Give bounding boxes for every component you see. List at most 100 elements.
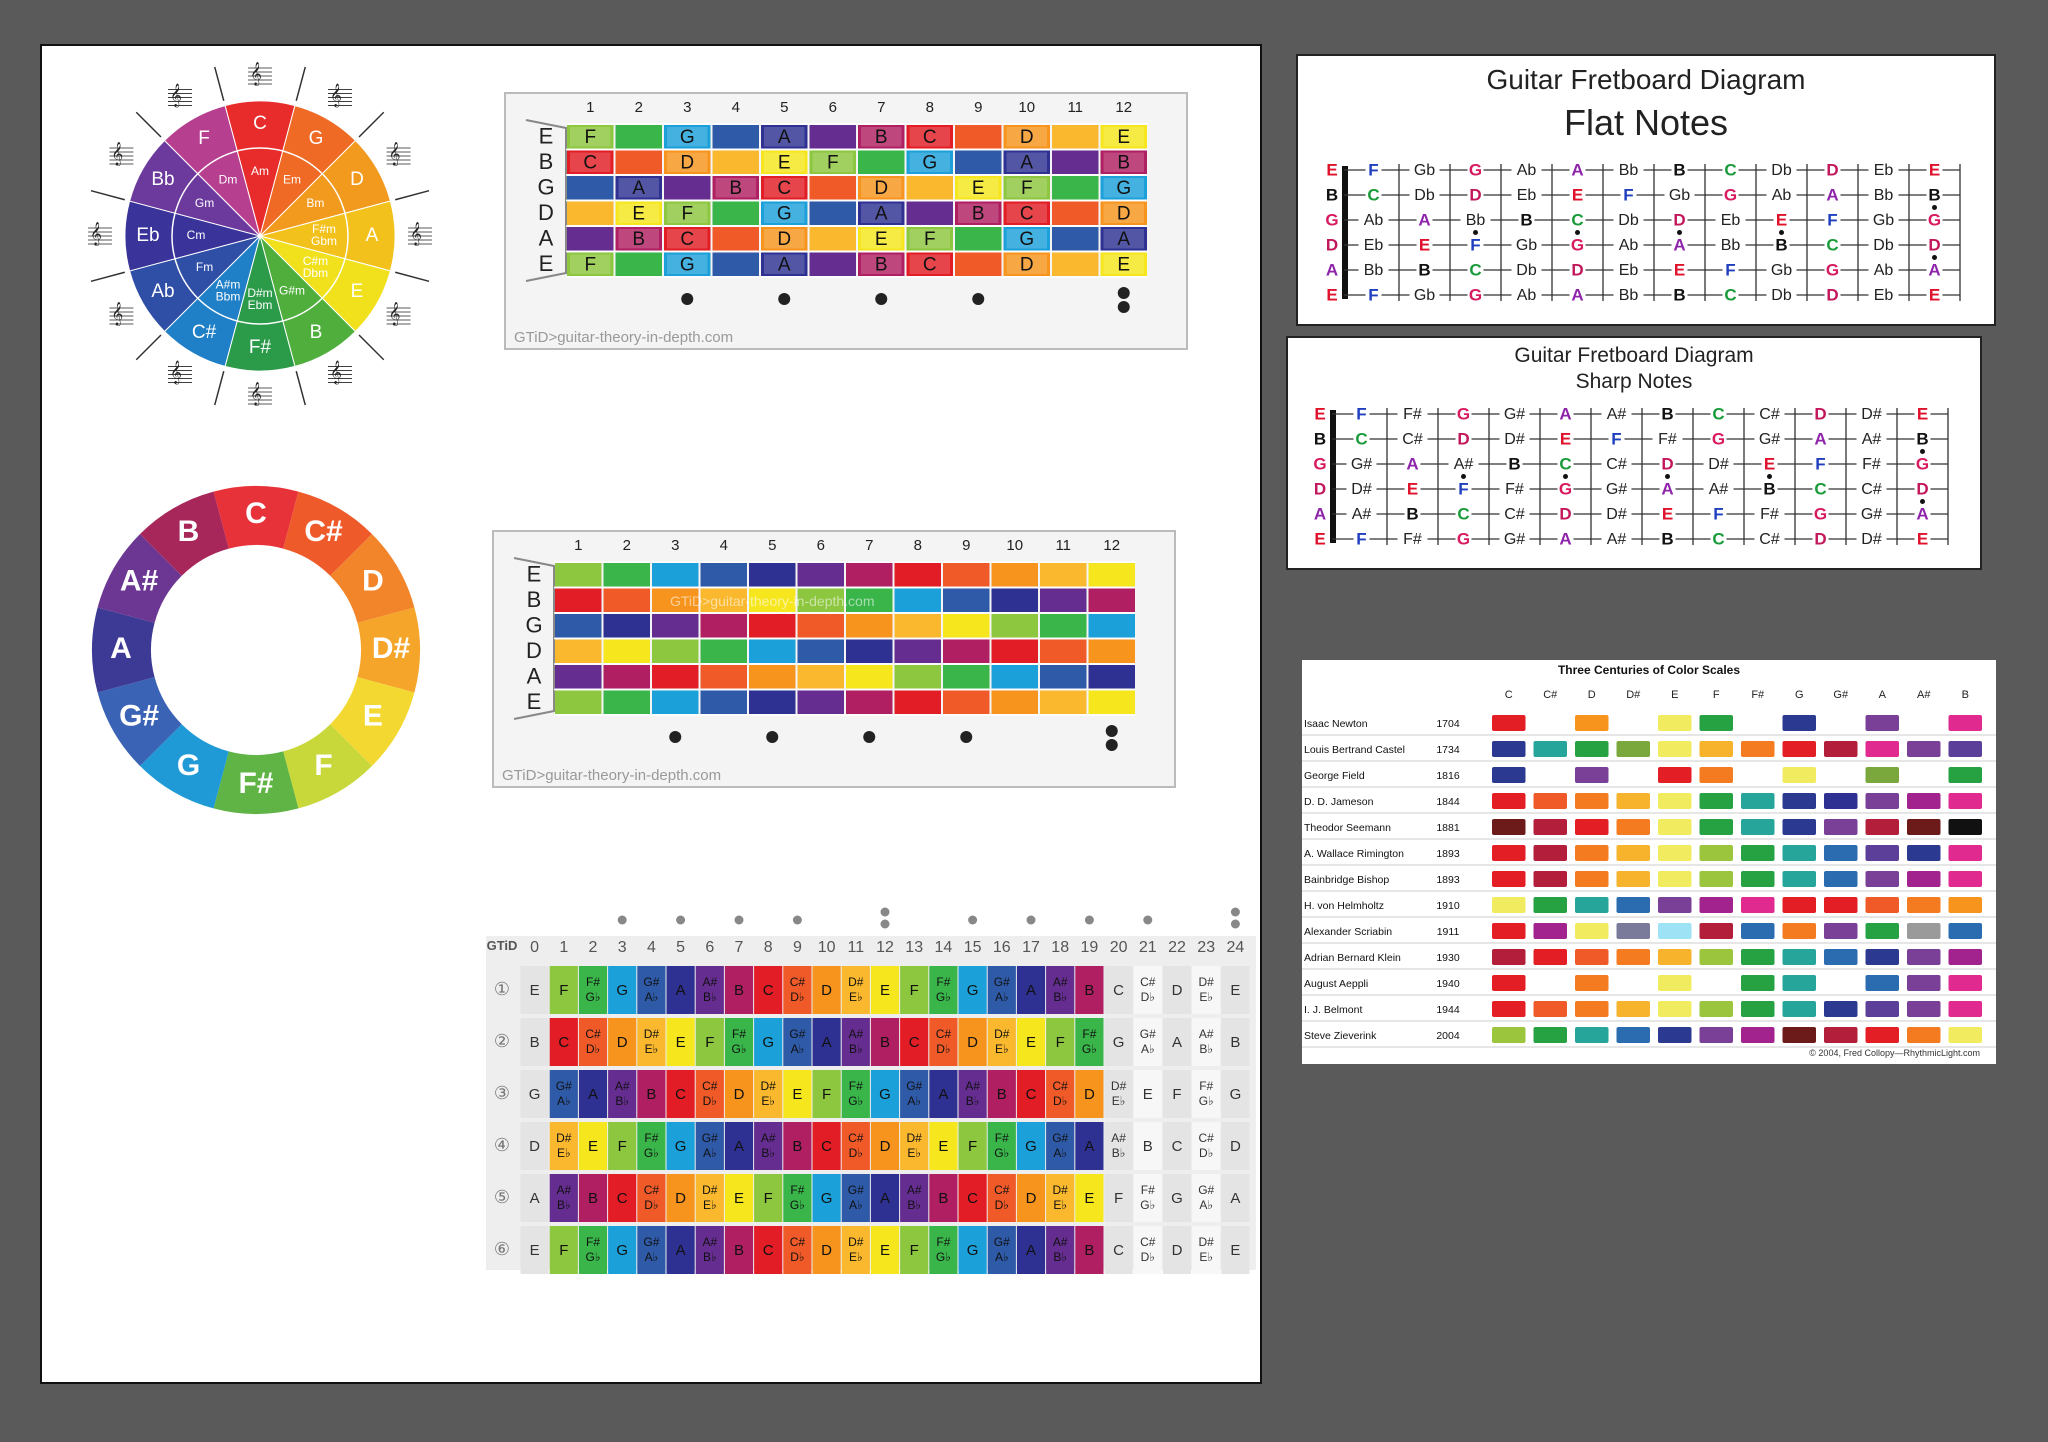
note-label: B [1508,454,1520,473]
fret-cell [929,1174,958,1222]
note-label: G# [1606,481,1627,498]
note-label: A# [615,1079,630,1093]
nut-bar [1330,410,1336,543]
color-swatch [1948,793,1982,809]
fret-cell [1192,1226,1221,1274]
composer-name: Bainbridge Bishop [1304,874,1389,886]
color-swatch [1575,845,1609,861]
note-label: G [1571,235,1584,254]
fret-number: 8 [914,537,922,554]
note-label: C# [1606,456,1627,473]
note-label: A [1314,504,1326,523]
note-highlight [909,254,950,274]
note-bg [1761,455,1778,473]
note-bg [1397,430,1428,448]
note-label: C# [1140,1235,1156,1249]
note-label: G♭ [586,1250,601,1264]
note-label: G# [1504,406,1525,423]
color-swatch [1492,975,1526,991]
fret-cell [666,1226,695,1274]
cof-major-label: D [350,169,364,190]
color-swatch [1782,819,1816,835]
fret-cell [652,588,699,612]
color-swatch [1865,1001,1899,1017]
note-bg [1926,186,1943,204]
cof-divider [90,271,125,283]
color-swatch [1865,793,1899,809]
string-name: G [525,613,542,638]
color-swatch [1907,819,1941,835]
fret-cell [724,1122,754,1170]
note-label: F [584,127,596,148]
note-label: D [1314,479,1326,498]
note-label: A [1559,404,1571,423]
string-marker: ⑥ [494,1239,510,1259]
note-label: B♭ [703,990,717,1004]
note-label: F [705,1034,714,1051]
color-swatch [1907,897,1941,913]
fret-cell [1003,227,1050,251]
composer-year: 1893 [1436,874,1460,886]
fret-cell [754,1122,783,1170]
note-bg [1926,286,1943,304]
fret-cell [578,1122,608,1170]
note-bg [1601,480,1632,498]
fret-cell [637,1070,666,1118]
note-label: F# [586,1235,600,1249]
fret-cell [906,150,953,174]
note-bg [1601,405,1632,423]
color-swatch [1658,897,1692,913]
note-header: A# [1917,689,1931,701]
note-label: D# [1504,431,1525,448]
note-bg [1659,530,1676,548]
note-label: A [778,127,791,148]
fret-cell [724,1174,754,1222]
composer-name: D. D. Jameson [1304,796,1374,808]
string-name: E [527,562,542,587]
color-swatch [1492,767,1526,783]
note-label: B [938,1190,948,1207]
note-label: Bb [1619,162,1639,179]
note-label: C# [702,1079,718,1093]
note-label: C# [585,1027,601,1041]
note-label: A [632,178,645,199]
inlay-dot [1767,474,1772,479]
note-header: C [1505,689,1513,701]
cof-divider [295,371,307,406]
fret-cell [1016,1226,1046,1274]
fret-cell [761,176,808,200]
note-label: Eb [1874,287,1894,304]
fret-cell [1162,1122,1192,1170]
color-swatch [1658,949,1692,965]
fret-cell [870,1226,900,1274]
fret-cell [991,588,1038,612]
label-line: Gbm [311,234,337,248]
fret-cell [1075,1070,1104,1118]
note-label: E [1084,1190,1094,1207]
note-bg [1914,430,1931,448]
clef-glyph: 𝄞 [90,223,102,246]
note-label: C [1026,1086,1037,1103]
color-swatch [1492,897,1526,913]
fret-cell [991,690,1038,714]
inlay-dot [1563,474,1568,479]
note-label: C [1712,404,1724,423]
cof-major-label: E [351,281,364,302]
inlay-dot [1084,915,1094,925]
fret-cell [695,1122,724,1170]
wheel-note-label: E [363,699,383,732]
note-label: A [778,254,791,275]
note-label: Db [1618,212,1639,229]
note-label: D# [644,1027,660,1041]
note-label: F [968,1138,977,1155]
note-label: F# [586,975,600,989]
color-scales-panel: Three Centuries of Color Scales C C# D D# E F F… [1302,660,1996,1064]
inlay-dot [880,907,890,917]
fret-cell [567,227,614,251]
fret-number: 8 [926,99,934,116]
note-label: E [1026,1034,1036,1051]
fret-cell [987,1226,1016,1274]
note-bg [1569,261,1586,279]
note-label: Bb [1466,212,1486,229]
note-label: D [1117,203,1131,224]
